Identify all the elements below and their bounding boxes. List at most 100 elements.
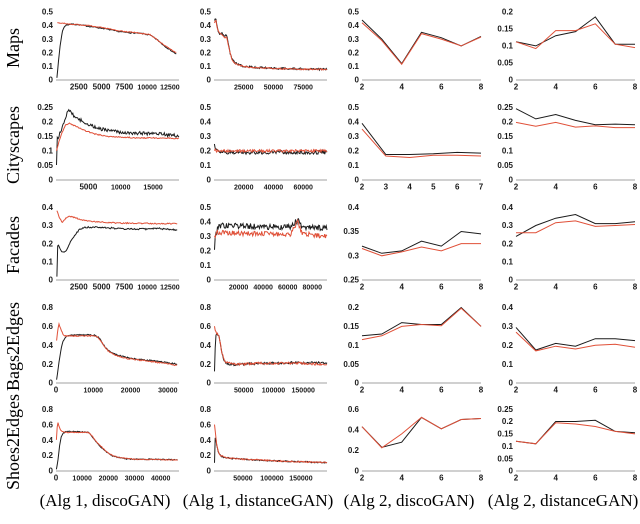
series-black [56, 108, 180, 166]
svg-text:0.5: 0.5 [348, 103, 360, 112]
chart-bags2edges-alg1-discogan: 0 0.2 0.4 0.6 0.8 0 10000 20000 30000 [26, 295, 184, 398]
svg-text:4: 4 [553, 283, 558, 292]
svg-text:6: 6 [593, 386, 598, 395]
svg-text:0.1: 0.1 [502, 360, 514, 369]
svg-text:0: 0 [355, 76, 360, 85]
chart-canvas: 0 0.1 0.2 0.3 0.4 0.5 25000 50000 75000 [200, 8, 328, 92]
chart-cityscapes-alg2-distancegan: 0 0.05 0.1 0.15 0.2 0.25 2 4 6 8 [486, 95, 640, 195]
svg-text:2: 2 [514, 183, 519, 192]
series-black [361, 416, 482, 448]
chart-canvas: 0 0.2 0.4 0.6 0.8 50000 100000 150000 [200, 405, 328, 483]
svg-text:6: 6 [593, 83, 598, 92]
svg-text:6: 6 [439, 283, 444, 292]
svg-text:0.05: 0.05 [497, 59, 513, 68]
svg-text:4: 4 [399, 283, 404, 292]
chart-facades-alg2-distancegan: 0 0.1 0.2 0.3 0.4 2 4 6 8 [486, 195, 640, 295]
svg-text:7500: 7500 [115, 283, 133, 292]
svg-text:0.4: 0.4 [348, 21, 360, 30]
svg-text:0.8: 0.8 [200, 405, 212, 414]
svg-text:2: 2 [514, 283, 519, 292]
svg-text:0: 0 [509, 176, 514, 185]
svg-text:0.1: 0.1 [200, 161, 212, 170]
svg-text:2: 2 [360, 283, 365, 292]
svg-text:0.05: 0.05 [497, 161, 513, 170]
svg-text:0.15: 0.15 [343, 322, 359, 331]
svg-text:0.3: 0.3 [502, 322, 514, 331]
svg-text:4: 4 [553, 474, 558, 483]
svg-text:0.2: 0.2 [42, 451, 54, 460]
svg-text:0.25: 0.25 [343, 276, 359, 285]
chart-canvas: 0 0.2 0.4 0.6 0.8 50000 100000 150000 [200, 303, 328, 395]
svg-text:0.1: 0.1 [42, 62, 54, 71]
svg-text:0.4: 0.4 [42, 21, 54, 30]
svg-text:100000: 100000 [262, 388, 285, 395]
svg-text:8: 8 [479, 474, 484, 483]
svg-text:0.6: 0.6 [348, 405, 360, 414]
series-black [56, 225, 178, 277]
svg-text:0.05: 0.05 [343, 360, 359, 369]
svg-text:80000: 80000 [303, 285, 323, 292]
svg-text:20000: 20000 [99, 476, 119, 483]
svg-text:0.8: 0.8 [200, 303, 212, 312]
series-black [361, 230, 482, 254]
series-black [515, 16, 635, 47]
svg-text:0: 0 [49, 276, 54, 285]
svg-text:6: 6 [439, 386, 444, 395]
series-black [56, 333, 178, 380]
chart-canvas: 0 0.05 0.1 0.15 0.2 0.25 5000 10000 15000 [37, 103, 180, 192]
svg-text:0.1: 0.1 [502, 42, 514, 51]
series-black [361, 19, 482, 65]
svg-text:2: 2 [360, 83, 365, 92]
svg-text:0.2: 0.2 [200, 360, 212, 369]
svg-text:0: 0 [207, 379, 212, 388]
chart-bags2edges-alg2-distancegan: 0 0.1 0.2 0.3 0.4 2 4 6 8 [486, 295, 640, 398]
svg-text:6: 6 [439, 474, 444, 483]
chart-canvas: 0 0.2 0.4 0.6 0.8 0 10000 20000 30000 40000 [42, 405, 179, 483]
col-label-alg2-distancegan: (Alg 2, distanceGAN) [487, 491, 639, 510]
chart-canvas: 0 0.05 0.1 0.15 0.2 2 4 6 8 [343, 303, 484, 395]
chart-cityscapes-alg1-distancegan: 0 0.1 0.2 0.3 0.4 0.5 20000 40000 60000 [184, 95, 332, 195]
chart-cityscapes-alg2-discogan: 0 0.1 0.2 0.3 0.4 0.5 2 3 4 5 6 7 [332, 95, 486, 195]
chart-maps-alg2-distancegan: 0 0.05 0.1 0.15 0.2 2 4 6 8 [486, 0, 640, 95]
svg-text:4: 4 [399, 474, 404, 483]
svg-text:0.3: 0.3 [348, 132, 360, 141]
series-red [361, 307, 482, 341]
svg-text:20000: 20000 [121, 388, 141, 395]
series-black [515, 108, 636, 126]
svg-text:0: 0 [207, 176, 212, 185]
svg-text:30000: 30000 [125, 476, 145, 483]
svg-text:0.1: 0.1 [502, 258, 514, 267]
svg-text:0.2: 0.2 [200, 247, 212, 256]
svg-text:0.8: 0.8 [42, 303, 54, 312]
series-red [361, 22, 482, 66]
row-label-text: Maps [2, 27, 23, 68]
svg-text:2: 2 [360, 386, 365, 395]
series-red [56, 122, 180, 152]
series-red [214, 218, 328, 239]
svg-text:20000: 20000 [229, 285, 249, 292]
svg-text:0: 0 [54, 474, 59, 483]
svg-text:0.2: 0.2 [348, 147, 360, 156]
series-red [515, 422, 636, 445]
svg-text:8: 8 [479, 283, 484, 292]
svg-text:50000: 50000 [233, 476, 253, 483]
svg-text:7500: 7500 [115, 83, 133, 92]
svg-text:40000: 40000 [253, 285, 273, 292]
svg-text:0.2: 0.2 [200, 451, 212, 460]
chart-canvas: 0 0.1 0.2 0.3 0.4 0.5 2 4 6 8 [348, 8, 484, 92]
svg-text:0.15: 0.15 [37, 132, 53, 141]
svg-text:0.8: 0.8 [42, 405, 54, 414]
chart-canvas: 0 0.1 0.2 0.3 0.4 2500 5000 7500 10000 12500 [42, 203, 180, 292]
chart-shoes2edges-alg1-distancegan: 0 0.2 0.4 0.6 0.8 50000 100000 150000 [184, 398, 332, 486]
series-black [214, 333, 328, 372]
series-red [55, 422, 178, 461]
row-label-text: Facades [2, 216, 23, 274]
svg-text:0.2: 0.2 [42, 118, 54, 127]
chart-canvas: 0 0.1 0.2 0.3 0.4 2 4 6 8 [502, 303, 638, 395]
chart-canvas: 0 0.1 0.2 0.3 0.4 0.5 20000 40000 60000 80000 [200, 203, 328, 292]
svg-text:8: 8 [479, 386, 484, 395]
svg-text:0: 0 [509, 379, 514, 388]
svg-text:0.4: 0.4 [348, 118, 360, 127]
svg-text:8: 8 [633, 283, 638, 292]
chart-shoes2edges-alg1-discogan: 0 0.2 0.4 0.6 0.8 0 10000 20000 30000 40000 [26, 398, 184, 486]
